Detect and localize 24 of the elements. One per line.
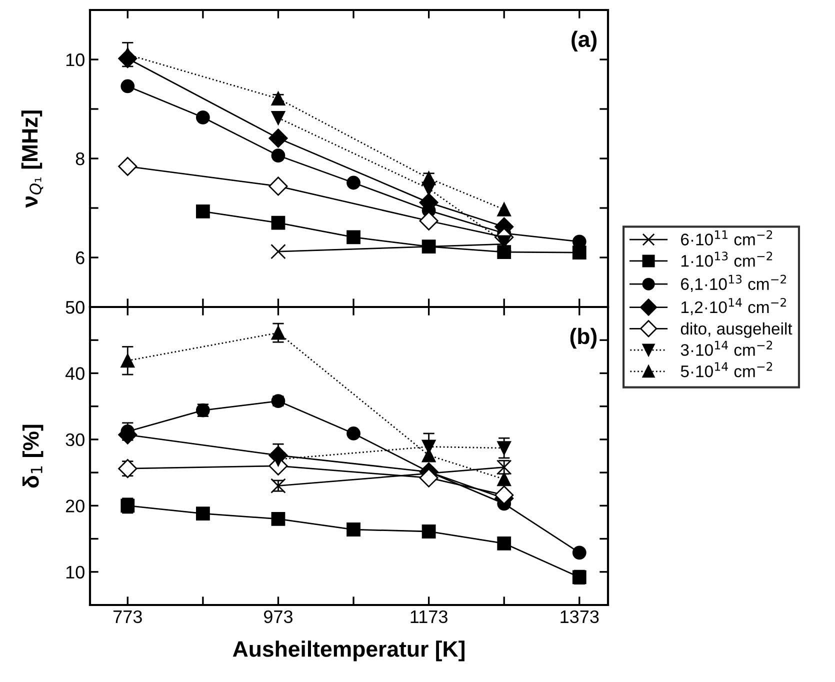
y-tick-label: 10 — [66, 566, 84, 579]
x-tick-label: 1173 — [410, 610, 448, 624]
x-axis-title: Ausheiltemperatur [K] — [232, 640, 464, 662]
legend-label: dito, ausgeheilt — [680, 322, 792, 338]
y-tick-label: 40 — [65, 367, 84, 380]
y-tick-label: 6 — [76, 251, 84, 264]
y-axis-title: ν$_{Q₁}$ [MHz] — [21, 110, 44, 208]
legend-label: 6,1·10$^{13}$ cm$^{−2}$ — [681, 274, 786, 292]
y-tick-label: 30 — [66, 433, 84, 446]
legend-label: 6·10$^{11}$ cm$^{−2}$ — [681, 230, 772, 246]
annotation: (b) — [570, 328, 597, 349]
legend-label: 3·10$^{14}$ cm$^{−2}$ — [680, 340, 772, 356]
y-tick-label: 8 — [76, 152, 84, 166]
legend-label: 1·10$^{13}$ cm$^{−2}$ — [681, 252, 772, 267]
x-tick-label: 1373 — [560, 610, 599, 624]
y-tick-label: 50 — [66, 300, 84, 314]
y-tick-label: 20 — [66, 500, 84, 512]
legend-label: 1,2·10$^{14}$ cm$^{−2}$ — [681, 298, 786, 316]
legend-label: 5·10$^{14}$ cm$^{−2}$ — [680, 362, 772, 378]
y-axis-title: δ$_{1}$ [%] — [22, 424, 44, 488]
x-tick-label: 973 — [264, 610, 292, 624]
y-tick-label: 10 — [66, 53, 84, 66]
x-tick-label: 773 — [114, 610, 142, 624]
annotation: (a) — [572, 30, 597, 52]
